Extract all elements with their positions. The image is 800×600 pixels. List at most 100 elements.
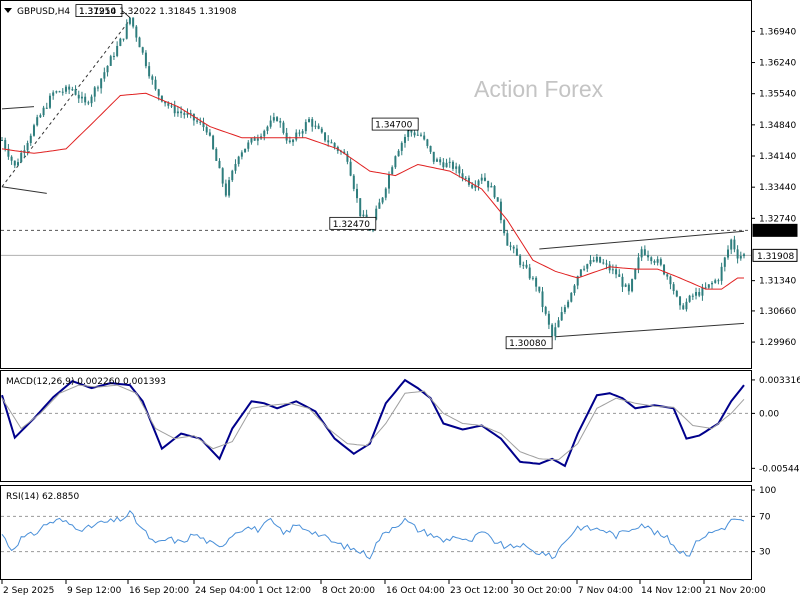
candle[interactable] <box>733 235 736 253</box>
candle[interactable] <box>570 292 573 303</box>
candle[interactable] <box>138 36 141 48</box>
candle[interactable] <box>16 158 19 167</box>
candle[interactable] <box>691 293 694 301</box>
candle[interactable] <box>224 179 227 198</box>
candle[interactable] <box>285 127 288 144</box>
candle[interactable] <box>663 264 666 276</box>
candle[interactable] <box>455 162 458 174</box>
candle[interactable] <box>13 160 16 169</box>
candle[interactable] <box>669 275 672 290</box>
candle[interactable] <box>215 147 218 162</box>
candle[interactable] <box>589 255 592 267</box>
candle[interactable] <box>311 117 314 132</box>
candle[interactable] <box>96 85 99 92</box>
candle[interactable] <box>711 281 714 289</box>
candle[interactable] <box>611 264 614 275</box>
candle[interactable] <box>272 112 275 123</box>
candle[interactable] <box>42 105 45 117</box>
candle[interactable] <box>218 158 221 169</box>
candle[interactable] <box>445 158 448 168</box>
candle[interactable] <box>183 110 186 119</box>
candle[interactable] <box>413 129 416 138</box>
candle[interactable] <box>301 129 304 138</box>
candle[interactable] <box>717 278 720 285</box>
candle[interactable] <box>538 286 541 294</box>
candle[interactable] <box>250 137 253 145</box>
candle[interactable] <box>71 86 74 91</box>
candle[interactable] <box>579 269 582 278</box>
candle[interactable] <box>221 167 224 188</box>
candle[interactable] <box>704 282 707 289</box>
candle[interactable] <box>480 173 483 184</box>
candle[interactable] <box>68 84 71 95</box>
candle[interactable] <box>727 245 730 260</box>
candle[interactable] <box>391 165 394 175</box>
candle[interactable] <box>448 157 451 168</box>
candle[interactable] <box>496 197 499 202</box>
candle[interactable] <box>100 78 103 94</box>
candle[interactable] <box>356 183 359 203</box>
candle[interactable] <box>442 158 445 170</box>
candle[interactable] <box>384 187 387 201</box>
candle[interactable] <box>144 50 147 69</box>
candle[interactable] <box>276 116 279 122</box>
candle[interactable] <box>592 256 595 263</box>
candle[interactable] <box>560 306 563 321</box>
candle[interactable] <box>359 198 362 221</box>
candle[interactable] <box>199 117 202 126</box>
candle[interactable] <box>720 262 723 285</box>
candle[interactable] <box>247 140 250 152</box>
candle[interactable] <box>490 182 493 188</box>
candle[interactable] <box>736 245 739 264</box>
candle[interactable] <box>595 254 598 263</box>
candle[interactable] <box>483 173 486 182</box>
candle[interactable] <box>45 102 48 110</box>
candle[interactable] <box>61 88 64 96</box>
candle[interactable] <box>682 303 685 310</box>
candle[interactable] <box>621 273 624 292</box>
candle[interactable] <box>557 317 560 328</box>
candle[interactable] <box>583 265 586 272</box>
candle[interactable] <box>212 134 215 151</box>
candle[interactable] <box>503 218 506 236</box>
candle[interactable] <box>349 158 352 177</box>
candle[interactable] <box>544 305 547 316</box>
candle[interactable] <box>599 256 602 264</box>
candle[interactable] <box>228 176 231 198</box>
candle[interactable] <box>10 155 13 165</box>
candle[interactable] <box>148 62 151 79</box>
candle[interactable] <box>602 259 605 265</box>
candle[interactable] <box>352 174 355 192</box>
candle[interactable] <box>80 91 83 104</box>
candle[interactable] <box>244 148 247 153</box>
candle[interactable] <box>106 65 109 77</box>
candle[interactable] <box>464 175 467 182</box>
candle[interactable] <box>435 157 438 162</box>
candle[interactable] <box>208 128 211 137</box>
candle[interactable] <box>7 144 10 160</box>
candle[interactable] <box>432 151 435 165</box>
candle[interactable] <box>116 41 119 58</box>
candle[interactable] <box>679 296 682 310</box>
candle[interactable] <box>458 164 461 178</box>
candle[interactable] <box>515 244 518 256</box>
candle[interactable] <box>743 252 745 259</box>
candle[interactable] <box>330 139 333 144</box>
candle[interactable] <box>509 241 512 251</box>
candle[interactable] <box>688 294 691 303</box>
candle[interactable] <box>29 133 32 146</box>
candle[interactable] <box>439 156 442 166</box>
candle[interactable] <box>643 245 646 256</box>
candle[interactable] <box>36 114 39 127</box>
candle[interactable] <box>394 155 397 169</box>
candle[interactable] <box>573 284 576 296</box>
candle[interactable] <box>400 141 403 156</box>
candle[interactable] <box>234 159 237 174</box>
candle[interactable] <box>93 86 96 102</box>
candle[interactable] <box>84 93 87 106</box>
candle[interactable] <box>541 287 544 313</box>
candle[interactable] <box>173 100 176 117</box>
candle[interactable] <box>298 129 301 137</box>
candle[interactable] <box>381 197 384 205</box>
